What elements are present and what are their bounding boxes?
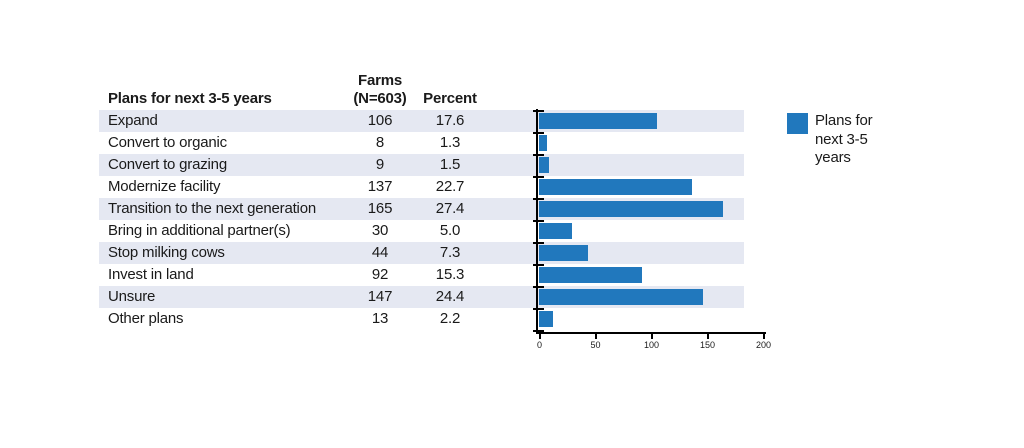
row-percent-value: 27.4 (435, 200, 465, 217)
x-axis-tick-label: 0 (536, 340, 542, 350)
legend-label: Plans for next 3-5 years (815, 112, 873, 166)
row-label: Other plans (108, 310, 184, 327)
y-axis-category-tick (533, 308, 544, 310)
row-farms-value: 106 (367, 112, 393, 129)
y-axis-category-tick (533, 286, 544, 288)
y-axis-category-tick (533, 176, 544, 178)
chart-bar (538, 223, 573, 239)
column-header-plans: Plans for next 3-5 years (108, 90, 272, 107)
column-header-farms-line1: Farms (357, 72, 403, 89)
column-header-farms-line2: (N=603) (353, 90, 407, 107)
chart-bar (538, 201, 724, 217)
row-percent-value: 1.5 (439, 156, 461, 173)
x-axis-tick (650, 333, 653, 339)
y-axis-category-tick (533, 154, 544, 156)
row-percent-value: 22.7 (435, 178, 465, 195)
chart-bar (538, 179, 692, 195)
y-axis-category-tick (533, 110, 544, 112)
row-percent-value: 24.4 (435, 288, 465, 305)
chart-bar (538, 311, 554, 327)
column-header-percent: Percent (423, 90, 477, 107)
row-label: Unsure (108, 288, 156, 305)
y-axis-category-tick (533, 220, 544, 222)
row-percent-value: 7.3 (439, 244, 461, 261)
row-label: Transition to the next generation (108, 200, 316, 217)
chart-bar (538, 113, 658, 129)
y-axis-category-tick (533, 198, 544, 200)
x-axis-tick-label: 100 (643, 340, 660, 350)
row-label: Stop milking cows (108, 244, 225, 261)
row-percent-value: 1.3 (439, 134, 461, 151)
chart-bar (538, 267, 642, 283)
row-label: Modernize facility (108, 178, 221, 195)
row-farms-value: 9 (375, 156, 385, 173)
x-axis-tick-label: 50 (590, 340, 601, 350)
y-axis-category-tick (533, 242, 544, 244)
chart-bar (538, 135, 548, 151)
row-farms-value: 13 (371, 310, 389, 327)
row-label: Expand (108, 112, 158, 129)
row-farms-value: 8 (375, 134, 385, 151)
row-farms-value: 137 (367, 178, 393, 195)
table-row-band (99, 154, 744, 176)
legend-color-swatch (787, 113, 808, 134)
row-farms-value: 30 (371, 222, 389, 239)
chart-bar (538, 245, 588, 261)
x-axis-tick (706, 333, 709, 339)
row-farms-value: 147 (367, 288, 393, 305)
row-label: Bring in additional partner(s) (108, 222, 291, 239)
row-label: Invest in land (108, 266, 194, 283)
row-farms-value: 92 (371, 266, 389, 283)
row-percent-value: 15.3 (435, 266, 465, 283)
row-label: Convert to grazing (108, 156, 227, 173)
column-header-farms: Farms (N=603) (330, 72, 430, 108)
chart-bar (538, 157, 549, 173)
y-axis-category-tick (533, 264, 544, 266)
x-axis-tick (538, 333, 541, 339)
x-axis-tick-label: 200 (755, 340, 772, 350)
row-label: Convert to organic (108, 134, 227, 151)
row-percent-value: 2.2 (439, 310, 461, 327)
row-percent-value: 5.0 (439, 222, 461, 239)
x-axis-tick-label: 150 (699, 340, 716, 350)
row-farms-value: 165 (367, 200, 393, 217)
row-percent-value: 17.6 (435, 112, 465, 129)
y-axis-category-tick (533, 132, 544, 134)
x-axis-tick (594, 333, 597, 339)
y-axis-category-tick (533, 330, 544, 332)
x-axis-tick (762, 333, 765, 339)
chart-bar (538, 289, 704, 305)
row-farms-value: 44 (371, 244, 389, 261)
